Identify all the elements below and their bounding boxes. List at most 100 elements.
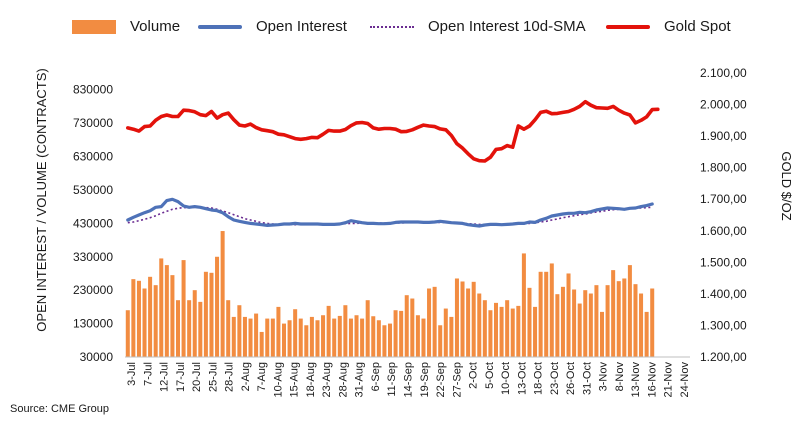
y-left-tick-label: 130000 xyxy=(73,317,113,331)
x-tick-label: 26-Oct xyxy=(565,362,577,395)
volume-bar xyxy=(298,318,303,357)
x-tick-label: 10-Oct xyxy=(500,362,512,395)
volume-bar xyxy=(555,294,560,357)
volume-bar xyxy=(354,315,359,357)
x-tick-label: 10-Aug xyxy=(272,362,284,397)
legend-swatch-volume xyxy=(72,19,116,34)
volume-bar xyxy=(527,287,532,357)
volume-bar xyxy=(293,309,298,357)
x-tick-label: 6-Sep xyxy=(370,362,382,391)
x-tick-label: 20-Jul xyxy=(191,362,203,392)
volume-bar xyxy=(454,278,459,357)
volume-bar xyxy=(248,318,253,357)
volume-bar xyxy=(215,256,220,357)
volume-bar xyxy=(477,293,482,357)
x-tick-label: 12-Jul xyxy=(159,362,171,392)
volume-bar xyxy=(577,303,582,357)
volume-bar xyxy=(611,270,616,357)
legend-label-gold-spot: Gold Spot xyxy=(664,18,731,35)
legend-item-gold-spot: Gold Spot xyxy=(606,18,731,35)
volume-bar xyxy=(142,288,147,357)
volume-bar xyxy=(348,318,353,357)
volume-bar xyxy=(438,325,443,357)
y-left-tick-label: 630000 xyxy=(73,150,113,164)
volume-bar xyxy=(622,278,627,357)
y-right-tick-label: 1.400,00 xyxy=(700,287,747,301)
y-right-tick-label: 1.600,00 xyxy=(700,224,747,238)
volume-bar xyxy=(427,288,432,357)
volume-bars xyxy=(125,231,655,357)
x-tick-label: 17-Jul xyxy=(175,362,187,392)
x-tick-label: 24-Nov xyxy=(679,362,691,398)
volume-bar xyxy=(237,305,242,357)
x-tick-label: 13-Nov xyxy=(630,362,642,398)
volume-bar xyxy=(276,306,281,357)
volume-bar xyxy=(644,311,649,357)
volume-bar xyxy=(404,295,409,357)
x-tick-label: 15-Aug xyxy=(289,362,301,397)
x-tick-label: 5-Oct xyxy=(484,362,496,389)
volume-bar xyxy=(415,315,420,357)
x-tick-label: 27-Sep xyxy=(451,362,463,397)
x-tick-label: 18-Aug xyxy=(305,362,317,397)
volume-bar xyxy=(387,323,393,357)
volume-bar xyxy=(516,305,521,357)
legend-label-open-interest: Open Interest xyxy=(256,18,347,35)
volume-bar xyxy=(583,290,588,357)
volume-bar xyxy=(639,293,644,357)
volume-bar xyxy=(337,315,342,357)
x-tick-label: 23-Oct xyxy=(549,362,561,395)
volume-bar xyxy=(231,316,236,357)
volume-bar xyxy=(549,263,554,357)
volume-bar xyxy=(449,316,454,357)
volume-bar xyxy=(187,300,192,357)
x-axis-ticks: 3-Jul 7-Jul 12-Jul 17-Jul 20-Jul 25-Jul 28-Jul… xyxy=(126,362,691,398)
volume-bar xyxy=(633,284,638,357)
legend-item-volume: Volume xyxy=(72,18,180,35)
volume-bar xyxy=(309,316,314,357)
y-left-tick-label: 330000 xyxy=(73,250,113,264)
legend: Volume Open Interest Open Interest 10d-S… xyxy=(0,18,804,44)
y-right-tick-label: 1.500,00 xyxy=(700,255,747,269)
volume-bar xyxy=(136,280,141,357)
left-axis-ticks: 30000 130000 230000 330000 430000 530000 63000… xyxy=(73,83,113,364)
volume-bar xyxy=(315,320,320,357)
volume-bar xyxy=(616,281,621,357)
volume-bar xyxy=(460,281,465,357)
volume-bar xyxy=(538,271,543,357)
legend-swatch-open-interest-sma xyxy=(370,25,414,28)
source-note: Source: CME Group xyxy=(10,403,110,415)
volume-bar xyxy=(560,286,565,357)
volume-bar xyxy=(488,310,493,357)
volume-bar xyxy=(399,310,404,357)
x-tick-label: 3-Jul xyxy=(126,362,138,386)
volume-bar xyxy=(254,313,259,357)
volume-bar xyxy=(605,285,610,357)
volume-bar xyxy=(360,318,365,357)
legend-label-open-interest-sma: Open Interest 10d-SMA xyxy=(428,18,586,35)
y-left-tick-label: 730000 xyxy=(73,116,113,130)
y-right-tick-label: 1.800,00 xyxy=(700,161,747,175)
volume-bar xyxy=(410,298,415,357)
volume-bar xyxy=(510,308,515,357)
legend-item-open-interest-sma: Open Interest 10d-SMA xyxy=(370,18,586,35)
volume-bar xyxy=(304,325,309,357)
x-tick-label: 8-Nov xyxy=(614,362,626,392)
y-axis-right-label: GOLD $/OZ xyxy=(779,151,794,220)
volume-bar xyxy=(482,300,487,357)
volume-bar xyxy=(499,306,504,357)
volume-bar xyxy=(265,318,270,357)
volume-bar xyxy=(505,300,510,357)
series-lines xyxy=(126,99,660,228)
legend-swatch-gold-spot xyxy=(606,24,650,29)
gold-spot-line xyxy=(126,99,660,163)
volume-bar xyxy=(588,293,593,357)
x-tick-label: 14-Sep xyxy=(403,362,415,397)
x-tick-label: 13-Oct xyxy=(516,362,528,395)
volume-bar xyxy=(443,308,448,357)
x-tick-label: 7-Aug xyxy=(256,362,268,391)
y-left-tick-label: 430000 xyxy=(73,216,113,230)
right-axis-ticks: 1.200,00 1.300,00 1.400,00 1.500,00 1.600,00… xyxy=(700,66,747,364)
legend-item-open-interest: Open Interest xyxy=(198,18,347,35)
y-right-tick-label: 1.900,00 xyxy=(700,129,747,143)
